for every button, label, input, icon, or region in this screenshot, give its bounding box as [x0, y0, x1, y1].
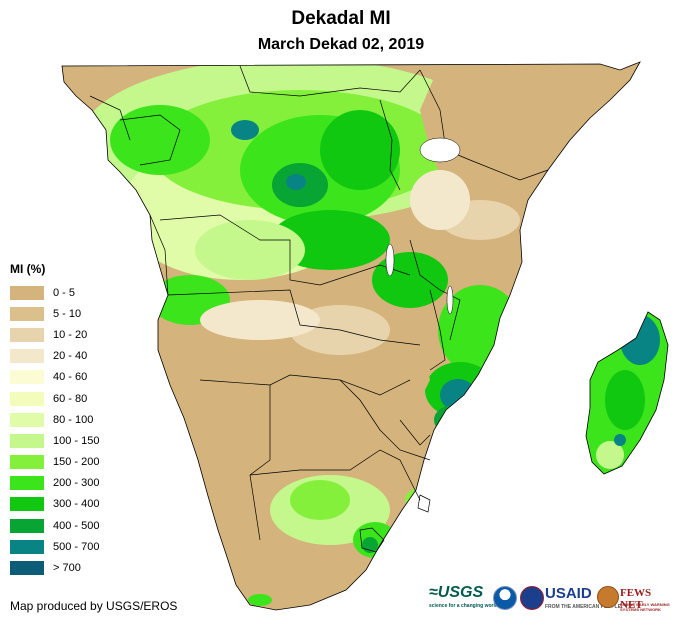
agency-logos: ≈USGS science for a changing world USAID… — [427, 584, 675, 616]
legend-swatch — [10, 349, 44, 364]
legend-swatch — [10, 327, 44, 342]
legend-item: 300 - 400 — [10, 494, 99, 515]
legend-label: 0 - 5 — [53, 286, 76, 299]
map-title: Dekadal MI — [291, 8, 391, 29]
legend-item: 200 - 300 — [10, 473, 99, 494]
country-borders — [89, 65, 549, 553]
legend-swatch — [10, 518, 44, 533]
legend-item: 60 - 80 — [10, 388, 99, 409]
fews-net-logo: FEWS NET — [620, 587, 652, 611]
usaid-logo: USAID — [545, 585, 592, 602]
legend-item: 500 - 700 — [10, 536, 99, 557]
legend-label: 400 - 500 — [53, 519, 100, 532]
legend-item: 100 - 150 — [10, 430, 99, 451]
legend-label: 300 - 400 — [53, 498, 100, 511]
legend-label: 500 - 700 — [53, 540, 100, 553]
lakes — [385, 137, 461, 315]
legend-item: 40 - 60 — [10, 367, 99, 388]
legend-title: MI (%) — [10, 262, 46, 276]
legend-label: 20 - 40 — [53, 350, 88, 363]
usgs-logo: ≈USGS — [429, 584, 484, 601]
legend-item: 80 - 100 — [10, 409, 99, 430]
madagascar-mi-field — [586, 312, 668, 474]
legend: MI (%) 0 - 5 5 - 10 10 - 20 20 - 40 40 - 60 6… — [10, 262, 99, 579]
legend-item: > 700 — [10, 557, 99, 578]
usaid-tagline: FROM THE AMERICAN PEOPLE — [545, 604, 621, 610]
legend-label: 5 - 10 — [53, 307, 82, 320]
legend-label: > 700 — [53, 562, 81, 575]
legend-label: 100 - 150 — [53, 434, 100, 447]
legend-item: 10 - 20 — [10, 324, 99, 345]
legend-label: 40 - 60 — [53, 371, 88, 384]
legend-swatch — [10, 561, 44, 576]
map-subtitle: March Dekad 02, 2019 — [257, 36, 425, 53]
legend-swatch — [10, 306, 44, 321]
legend-item: 0 - 5 — [10, 282, 99, 303]
legend-swatch — [10, 391, 44, 406]
usaid-seal-icon — [520, 586, 544, 610]
fews-net-seal-icon — [597, 586, 619, 608]
legend-label: 10 - 20 — [53, 328, 88, 341]
legend-label: 150 - 200 — [53, 456, 100, 469]
legend-item: 20 - 40 — [10, 346, 99, 367]
legend-label: 60 - 80 — [53, 392, 88, 405]
noaa-logo-icon — [493, 586, 517, 610]
legend-item: 150 - 200 — [10, 452, 99, 473]
legend-item: 400 - 500 — [10, 515, 99, 536]
legend-swatch — [10, 476, 44, 491]
usgs-tagline: science for a changing world — [429, 603, 498, 609]
legend-swatch — [10, 455, 44, 470]
legend-swatch — [10, 370, 44, 385]
legend-swatch — [10, 497, 44, 512]
map-credit: Map produced by USGS/EROS — [10, 599, 178, 613]
legend-label: 80 - 100 — [53, 413, 94, 426]
legend-swatch — [10, 285, 44, 300]
legend-swatch — [10, 433, 44, 448]
legend-swatch — [10, 539, 44, 554]
legend-item: 5 - 10 — [10, 303, 99, 324]
legend-label: 200 - 300 — [53, 477, 100, 490]
fews-net-tagline: FAMINE EARLY WARNING SYSTEMS NETWORK — [620, 602, 670, 612]
legend-swatch — [10, 412, 44, 427]
